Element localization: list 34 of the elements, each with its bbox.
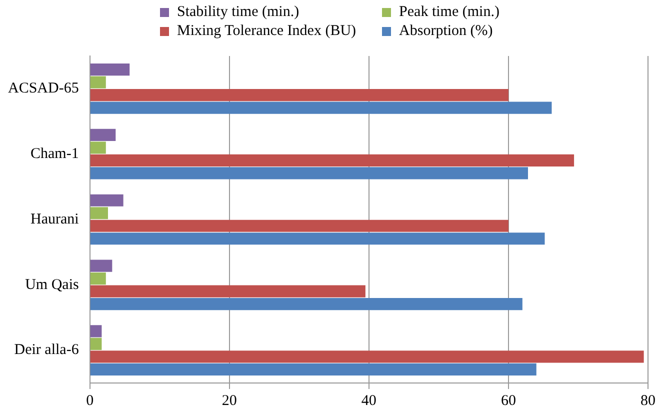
x-tick-label: 0 bbox=[86, 392, 94, 409]
bar bbox=[90, 232, 545, 245]
bar bbox=[90, 102, 552, 114]
x-tick-label: 40 bbox=[361, 392, 376, 409]
bar bbox=[90, 220, 508, 232]
y-tick-label: Cham-1 bbox=[30, 146, 79, 162]
y-tick-label: ACSAD-65 bbox=[8, 80, 79, 97]
bar bbox=[90, 298, 522, 310]
legend-label: Stability time (min.) bbox=[177, 4, 300, 21]
legend-label: Absorption (%) bbox=[399, 23, 493, 40]
bar bbox=[90, 285, 366, 298]
bar bbox=[90, 89, 508, 102]
bar bbox=[90, 167, 528, 180]
bar bbox=[90, 142, 106, 154]
legend-label: Peak time (min.) bbox=[399, 4, 500, 21]
bar bbox=[90, 64, 130, 76]
y-tick-label: Deir alla-6 bbox=[14, 342, 80, 358]
bar bbox=[90, 272, 106, 285]
bar bbox=[90, 128, 116, 142]
legend-label: Mixing Tolerance Index (BU) bbox=[177, 23, 356, 40]
x-tick-label: 60 bbox=[500, 392, 516, 409]
bar bbox=[90, 325, 102, 338]
y-tick-label: Haurani bbox=[30, 211, 79, 228]
bar bbox=[90, 260, 112, 272]
bar bbox=[90, 207, 108, 220]
x-tick-label: 80 bbox=[640, 392, 656, 409]
bar bbox=[90, 350, 644, 363]
bar bbox=[90, 363, 536, 376]
x-tick-label: 20 bbox=[222, 392, 237, 409]
bar bbox=[90, 194, 124, 206]
y-tick-label: Um Qais bbox=[25, 276, 79, 293]
bar bbox=[90, 338, 102, 350]
bar bbox=[90, 154, 574, 167]
bar bbox=[90, 76, 106, 88]
